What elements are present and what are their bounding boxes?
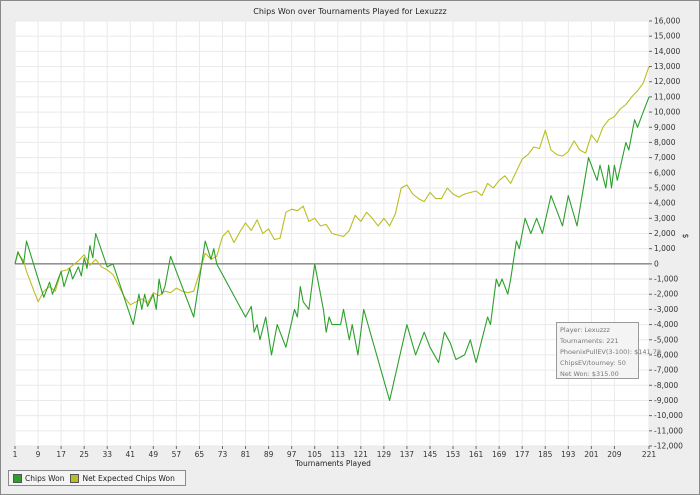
y-tick-label: -2,000 [654,290,678,299]
info-tournaments: Tournaments: 221 [560,337,619,345]
y-tick-label: -3,000 [654,305,678,314]
y-tick-label: 11,000 [654,92,680,101]
y-tick-label: 1,000 [654,244,676,253]
y-axis-label: $ [681,234,690,239]
y-tick-label: 3,000 [654,214,676,223]
y-tick-label: 5,000 [654,183,676,192]
x-tick-label: 113 [331,450,346,459]
x-tick-label: 145 [423,450,438,459]
series-line-chips-won [14,96,650,402]
x-tick-label: 137 [400,450,415,459]
x-tick-label: 17 [56,450,66,459]
legend-item-chips-won: Chips Won [13,473,65,483]
y-tick-label: -1,000 [654,275,678,284]
x-tick-label: 169 [492,450,507,459]
chart-title: Chips Won over Tournaments Played for Le… [253,7,447,16]
y-tick-label: -9,000 [654,396,678,405]
legend: Chips Won Net Expected Chips Won [8,470,186,486]
info-net-won: Net Won: $315.00 [560,370,619,378]
x-tick-label: 105 [308,450,323,459]
x-tick-label: 25 [79,450,89,459]
y-tick-label: 8,000 [654,138,676,147]
x-tick-label: 97 [287,450,297,459]
y-tick-label: 7,000 [654,153,676,162]
x-tick-label: 33 [102,450,112,459]
legend-label-chips-won: Chips Won [25,473,65,483]
x-axis-label: Tournaments Played [294,459,371,468]
legend-label-net-expected: Net Expected Chips Won [82,473,175,483]
legend-item-net-expected: Net Expected Chips Won [70,473,175,483]
series-line-net-expected-chips-won [14,66,650,306]
x-tick-label: 1 [13,450,18,459]
x-tick-label: 89 [264,450,274,459]
x-tick-label: 9 [36,450,41,459]
x-tick-label: 65 [195,450,205,459]
y-tick-label: -4,000 [654,320,678,329]
x-tick-label: 201 [584,450,599,459]
y-tick-label: -8,000 [654,381,678,390]
y-axis-ticks: 16,000 15,000 14,000 13,000 12,000 11,000 10,0… [649,17,683,451]
x-tick-label: 185 [538,450,553,459]
x-tick-label: 161 [469,450,484,459]
legend-swatch-net-expected [70,473,80,483]
x-tick-label: 209 [607,450,622,459]
y-tick-label: -11,000 [654,426,683,435]
info-phoenix-ev: PhoenixPullEV(3-100): $141.78 [560,348,661,356]
y-tick-label: -12,000 [654,442,683,451]
y-tick-label: 10,000 [654,108,680,117]
y-tick-label: 12,000 [654,77,680,86]
player-info-box: Player: Lexuzzz Tournaments: 221 Phoenix… [556,322,661,379]
info-chips-ev: ChipsEV/tourney: 50 [560,359,626,367]
x-tick-label: 73 [218,450,228,459]
y-tick-label: 16,000 [654,17,680,26]
info-player: Player: Lexuzzz [560,326,610,334]
y-tick-label: -7,000 [654,366,678,375]
y-tick-label: 6,000 [654,168,676,177]
y-tick-label: 2,000 [654,229,676,238]
x-tick-label: 49 [149,450,159,459]
x-axis-ticks: 1 9 17 25 33 41 49 57 65 73 81 89 97 105 113 121 129 137 1… [13,446,657,459]
y-tick-label: 14,000 [654,47,680,56]
legend-swatch-chips-won [13,473,22,483]
y-tick-label: 9,000 [654,123,676,132]
y-tick-label: 0 [654,259,659,268]
y-tick-label: -5,000 [654,335,678,344]
x-tick-label: 121 [354,450,369,459]
x-tick-label: 41 [125,450,135,459]
y-tick-label: -6,000 [654,350,678,359]
y-tick-label: 13,000 [654,62,680,71]
x-tick-label: 193 [561,450,576,459]
x-tick-label: 57 [172,450,182,459]
series-lines [14,66,650,402]
x-tick-label: 221 [642,450,657,459]
x-tick-label: 153 [446,450,461,459]
x-tick-label: 129 [377,450,392,459]
y-tick-label: -10,000 [654,411,683,420]
y-tick-label: 15,000 [654,32,680,41]
x-tick-label: 81 [241,450,251,459]
y-tick-label: 4,000 [654,199,676,208]
x-tick-label: 177 [515,450,530,459]
